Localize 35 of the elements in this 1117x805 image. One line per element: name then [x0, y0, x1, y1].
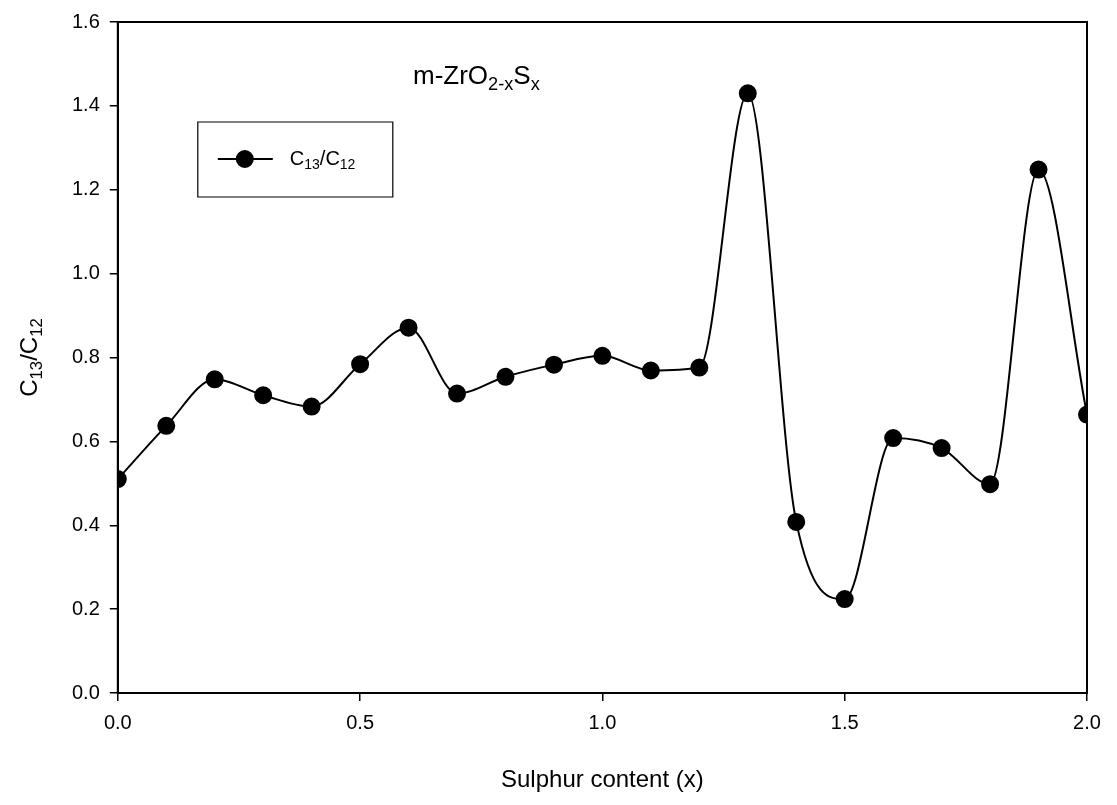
- point: [205, 370, 224, 389]
- x-tick-label: 1.5: [830, 710, 859, 733]
- point: [593, 346, 612, 365]
- y-tick-label: 1.6: [71, 9, 100, 32]
- point: [738, 84, 757, 103]
- point: [544, 355, 563, 374]
- point: [981, 475, 1000, 494]
- y-tick-label: 1.2: [71, 177, 100, 200]
- point: [448, 384, 467, 403]
- y-tick-label: 1.4: [71, 93, 100, 116]
- x-tick-label: 1.0: [588, 710, 617, 733]
- point: [641, 361, 660, 380]
- x-axis-title: Sulphur content (x): [501, 764, 704, 792]
- y-tick-label: 0.8: [71, 345, 100, 368]
- point: [787, 512, 806, 531]
- y-axis-title: C13/C12: [14, 318, 46, 397]
- point: [884, 429, 903, 448]
- y-tick-label: 0.4: [71, 512, 100, 535]
- point: [254, 386, 273, 405]
- point: [351, 355, 370, 374]
- point: [690, 358, 709, 377]
- point: [496, 367, 515, 386]
- x-tick-label: 0.5: [346, 710, 375, 733]
- y-tick-label: 0.0: [71, 680, 100, 703]
- x-tick-label: 0.0: [103, 710, 132, 733]
- x-tick-label: 2.0: [1073, 710, 1101, 733]
- point: [399, 318, 418, 337]
- point: [157, 416, 176, 435]
- point: [932, 439, 951, 458]
- point: [835, 590, 854, 609]
- point: [1029, 160, 1048, 179]
- point: [302, 397, 321, 416]
- y-tick-label: 1.0: [71, 261, 100, 284]
- y-tick-label: 0.6: [71, 428, 100, 451]
- y-tick-label: 0.2: [71, 596, 100, 619]
